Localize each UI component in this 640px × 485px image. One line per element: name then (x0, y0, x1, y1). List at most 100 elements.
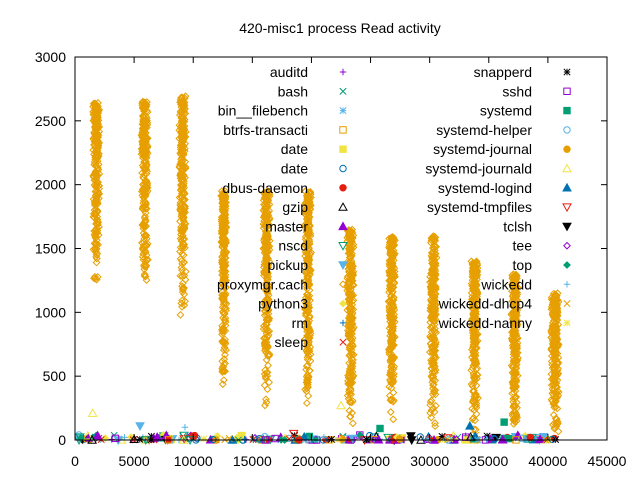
data-point-baseline (383, 433, 393, 443)
data-point-cluster-3 (219, 376, 228, 385)
data-point-cluster-2 (176, 247, 184, 256)
data-point-cluster-3 (220, 355, 229, 363)
data-point-cluster-3 (221, 206, 229, 215)
data-point-cluster-5 (306, 327, 315, 336)
legend-marker (563, 126, 571, 134)
data-point-cluster-2 (180, 196, 189, 204)
data-point-cluster-7 (390, 236, 399, 245)
data-point-cluster-0 (95, 184, 103, 193)
data-point-cluster-9 (470, 314, 478, 322)
data-point-cluster-5 (305, 313, 314, 322)
data-point-cluster-5 (303, 304, 312, 313)
data-point-cluster-9 (468, 415, 477, 424)
data-point-cluster-1 (141, 201, 150, 210)
legend-marker (563, 241, 571, 250)
data-point-cluster-11 (551, 380, 559, 389)
data-point-cluster-5 (303, 280, 312, 289)
data-point-baseline (446, 435, 454, 443)
data-point-cluster-11 (551, 403, 560, 411)
legend-marker (339, 87, 347, 95)
data-point-baseline (111, 434, 120, 443)
data-point-cluster-2 (179, 103, 188, 112)
data-point-cluster-3 (218, 233, 227, 242)
legend-label: gzip (282, 199, 308, 215)
data-point-cluster-1 (141, 198, 150, 207)
data-point-cluster-2 (180, 105, 189, 114)
data-point-baseline (438, 432, 446, 441)
legend-label: master (265, 218, 308, 234)
data-point-cluster-6 (344, 295, 353, 304)
data-point-cluster-7 (387, 329, 396, 338)
data-point-cluster-2 (177, 223, 185, 231)
legend-label: systemd-journal (433, 141, 532, 157)
data-point-cluster-0 (92, 137, 101, 146)
legend-marker (339, 164, 347, 173)
data-point-cluster-8 (432, 242, 441, 251)
data-point-cluster-9 (469, 338, 478, 347)
legend-marker (339, 280, 347, 289)
data-point-cluster-4 (264, 309, 273, 318)
data-point-cluster-8 (429, 233, 438, 242)
data-point-cluster-3 (222, 238, 230, 247)
legend-label: systemd-helper (436, 122, 532, 138)
data-point-cluster-1 (142, 261, 151, 270)
data-point-cluster-2 (178, 112, 186, 121)
data-point-cluster-4 (262, 248, 271, 257)
legend-label: pickup (268, 257, 309, 273)
data-point-cluster-7 (390, 362, 399, 371)
data-point-cluster-5 (305, 286, 314, 295)
data-point-cluster-7 (386, 277, 395, 286)
data-point-cluster-5 (306, 266, 315, 275)
data-point-cluster-2 (180, 133, 189, 142)
legend-label: auditd (270, 64, 308, 80)
data-point-cluster-4 (261, 342, 269, 351)
data-point-cluster-0 (90, 128, 99, 137)
data-point-cluster-6 (345, 304, 353, 313)
data-point-cluster-2 (180, 122, 189, 131)
data-point-cluster-8 (425, 348, 434, 356)
data-point-baseline (200, 435, 208, 443)
data-point-cluster-4 (263, 275, 272, 284)
data-point-cluster-10 (512, 296, 520, 305)
legend-marker (563, 300, 571, 308)
data-point-cluster-1 (141, 157, 150, 166)
data-point-cluster-3 (218, 205, 227, 213)
data-point-cluster-7 (387, 308, 396, 317)
legend-marker (563, 281, 571, 288)
data-point-cluster-7 (388, 340, 397, 349)
data-point-cluster-9 (472, 273, 481, 281)
data-point-cluster-3 (222, 276, 230, 285)
data-point-cluster-7 (389, 303, 398, 311)
data-point-cluster-4 (261, 372, 270, 381)
data-point-cluster-10 (510, 367, 519, 375)
data-point-cluster-8 (430, 342, 439, 351)
data-point-cluster-4 (259, 220, 268, 229)
data-point-cluster-5 (304, 336, 313, 345)
data-point-cluster-4 (261, 241, 270, 250)
data-point-cluster-9 (470, 355, 479, 364)
data-point-cluster-7 (388, 272, 397, 281)
data-point-cluster-6 (343, 233, 352, 242)
data-point-cluster-5 (304, 208, 312, 217)
legend-label: sleep (275, 334, 309, 350)
data-point-baseline (147, 432, 155, 440)
data-point-cluster-7 (386, 249, 395, 258)
data-point-cluster-6 (348, 362, 357, 371)
legend-marker (562, 222, 572, 232)
data-point-cluster-5 (302, 191, 311, 200)
data-point-baseline (136, 435, 144, 443)
data-point-cluster-9 (472, 403, 481, 412)
data-point-cluster-10 (510, 379, 519, 388)
data-point-cluster-7 (386, 366, 395, 375)
data-point-cluster-10 (508, 389, 517, 398)
legend-label: snapperd (474, 64, 532, 80)
data-point-cluster-3 (221, 359, 229, 368)
data-point-cluster-5 (305, 235, 313, 244)
data-point-cluster-3 (221, 350, 229, 359)
data-point-cluster-8 (426, 323, 435, 332)
data-point-cluster-1 (138, 131, 147, 140)
data-point-cluster-4 (265, 378, 274, 387)
data-point-cluster-8 (431, 260, 439, 269)
data-point-baseline (348, 434, 358, 444)
data-point-cluster-10 (514, 354, 522, 362)
